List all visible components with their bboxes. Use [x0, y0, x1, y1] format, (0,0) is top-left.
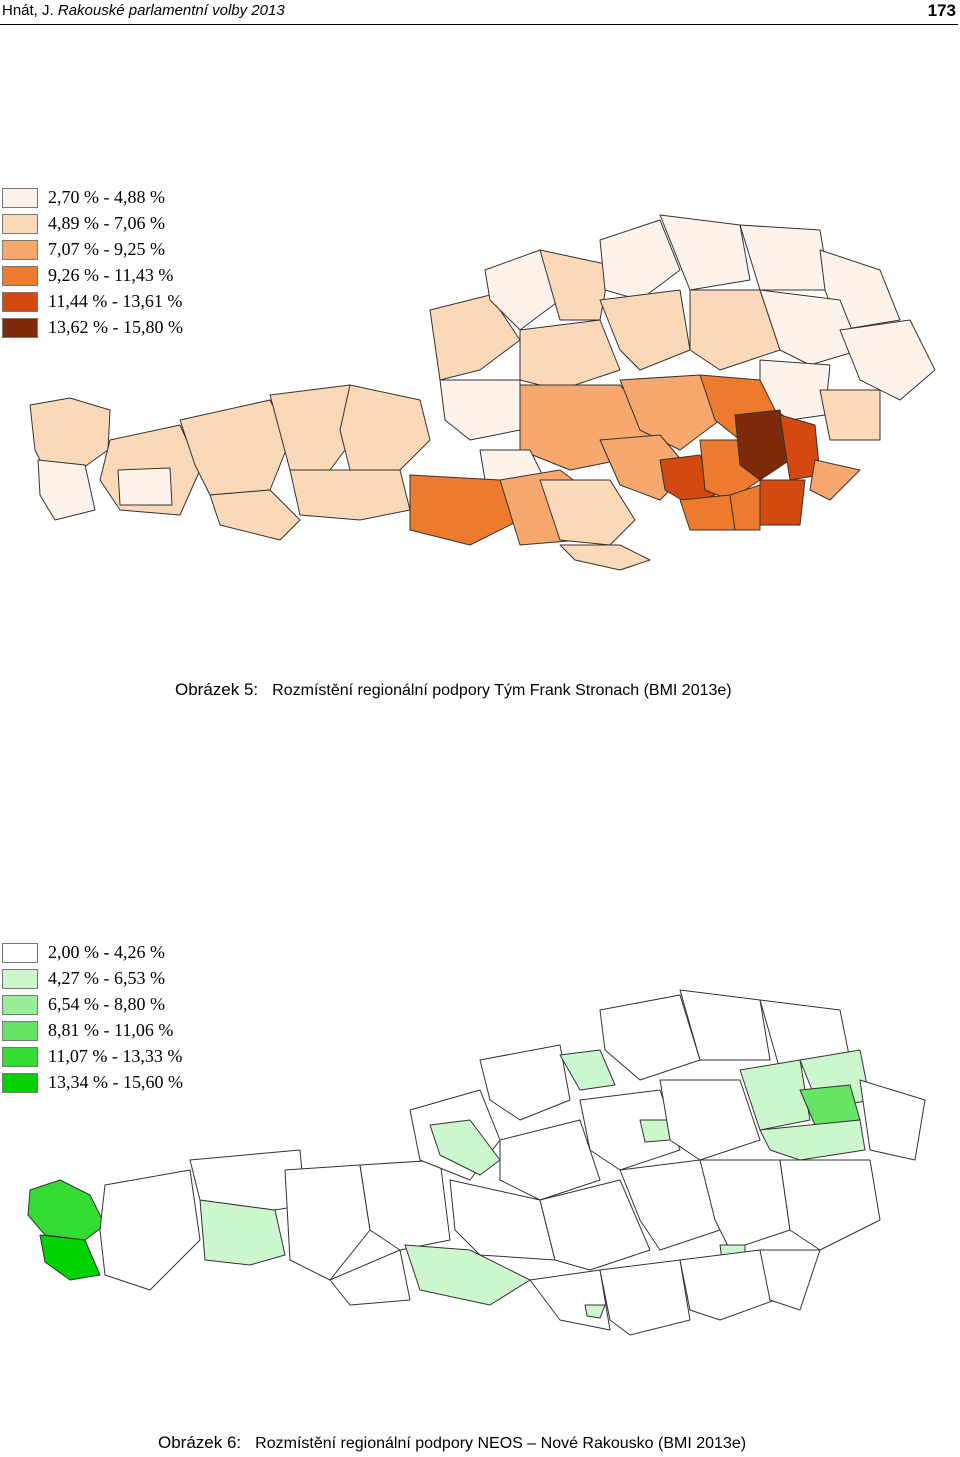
caption-label: Obrázek 5: [175, 680, 259, 699]
legend-swatch [2, 266, 38, 286]
region [559, 1049, 616, 1091]
region [409, 474, 521, 546]
figure-5: 2,70 % - 4,88 % 4,89 % - 7,06 % 7,07 % -… [0, 0, 960, 720]
region [209, 489, 301, 541]
region [27, 1179, 106, 1241]
region [599, 994, 701, 1081]
region [739, 224, 831, 291]
region [759, 1119, 866, 1161]
region [859, 1079, 926, 1161]
legend-swatch [2, 1073, 38, 1093]
region [689, 289, 781, 371]
legend-label: 13,62 % - 15,80 % [48, 317, 183, 337]
region [579, 1089, 681, 1171]
legend-label: 11,44 % - 13,61 % [48, 291, 183, 311]
legend-swatch [2, 1021, 38, 1041]
region [484, 249, 561, 331]
region [329, 1249, 411, 1306]
legend-swatch [2, 969, 38, 989]
region [539, 479, 636, 546]
header-rule [0, 24, 958, 25]
region [39, 1234, 101, 1281]
region [117, 467, 173, 506]
publication-title: Rakouské parlamentní volby 2013 [57, 2, 285, 19]
legend-swatch [2, 943, 38, 963]
map-neos [27, 989, 926, 1336]
legend-label: 7,07 % - 9,25 % [48, 239, 165, 259]
region [759, 479, 806, 526]
region [449, 1179, 556, 1261]
author: Hnát, J. [2, 2, 58, 19]
region [284, 1164, 371, 1281]
legend-swatch [2, 240, 38, 260]
caption-text: Rozmístění regionální podpory NEOS – Nov… [255, 1435, 747, 1452]
region [539, 249, 611, 321]
figure-6: 2,00 % - 4,26 % 4,27 % - 6,53 % 6,54 % -… [0, 930, 960, 1457]
legend-swatch [2, 292, 38, 312]
region [599, 289, 691, 371]
region [759, 1249, 821, 1311]
region [639, 1119, 671, 1143]
region [599, 1259, 691, 1336]
figure-caption: Obrázek 5: Rozmístění regionální podpory … [175, 680, 732, 700]
region [99, 1169, 201, 1291]
region [659, 214, 751, 291]
region [439, 379, 521, 441]
region [429, 294, 521, 381]
region [37, 459, 96, 521]
legend-label: 4,27 % - 6,53 % [48, 968, 165, 988]
region [479, 1044, 571, 1121]
region [679, 494, 736, 531]
legend-swatch [2, 1047, 38, 1067]
region [584, 1304, 606, 1319]
region [819, 389, 881, 441]
region [839, 319, 936, 401]
region [739, 1059, 811, 1131]
legend-swatch [2, 318, 38, 338]
region [619, 374, 721, 451]
region [404, 1244, 531, 1306]
legend-label: 11,07 % - 13,33 % [48, 1046, 183, 1066]
region [339, 384, 431, 471]
region [29, 397, 111, 481]
region [179, 399, 291, 496]
region [289, 469, 411, 521]
legend-label: 13,34 % - 15,60 % [48, 1072, 183, 1092]
legend-swatch [2, 995, 38, 1015]
legend-swatch [2, 188, 38, 208]
region [759, 289, 861, 366]
region [429, 1119, 501, 1176]
region [679, 989, 771, 1061]
legend-label: 4,89 % - 7,06 % [48, 213, 165, 233]
region [499, 1119, 601, 1201]
region [359, 1159, 451, 1251]
region [734, 409, 791, 481]
region [619, 1159, 721, 1251]
region [809, 459, 861, 501]
region [559, 544, 651, 571]
legend-label: 8,81 % - 11,06 % [48, 1020, 174, 1040]
legend-label: 2,70 % - 4,88 % [48, 187, 165, 207]
region [529, 1269, 611, 1331]
region [699, 1159, 791, 1251]
region [659, 1079, 761, 1161]
region [539, 1179, 651, 1271]
caption-label: Obrázek 6: [158, 1433, 242, 1452]
region [599, 219, 681, 301]
caption-text: Rozmístění regionální podpory Tým Frank … [272, 682, 732, 699]
region [519, 319, 621, 391]
running-title: Hnát, J. Rakouské parlamentní volby 2013 [2, 2, 285, 19]
legend-label: 9,26 % - 11,43 % [48, 265, 174, 285]
page-header: Hnát, J. Rakouské parlamentní volby 2013… [0, 0, 960, 26]
region [729, 484, 761, 531]
page-number: 173 [927, 1, 956, 20]
legend-swatch [2, 214, 38, 234]
legend-label: 6,54 % - 8,80 % [48, 994, 165, 1014]
figure-caption: Obrázek 6: Rozmístění regionální podpory … [158, 1433, 746, 1453]
map-frank-stronach [29, 214, 936, 571]
legend-label: 2,00 % - 4,26 % [48, 942, 165, 962]
region [679, 1249, 776, 1321]
region [779, 1159, 881, 1251]
